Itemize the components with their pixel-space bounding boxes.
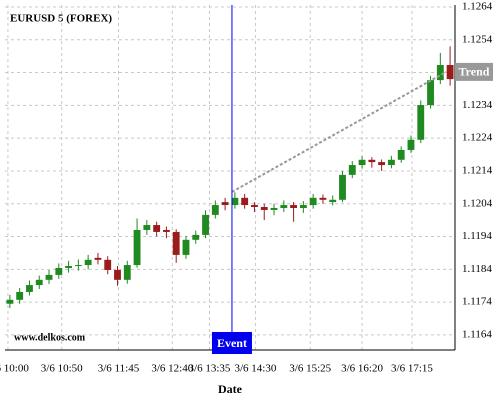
- y-tick-label: 1.1224: [462, 132, 493, 144]
- candle-body: [231, 197, 239, 206]
- candle-body: [348, 165, 356, 175]
- candle-body: [35, 279, 43, 286]
- candle-body: [74, 265, 82, 267]
- candle-body: [387, 159, 395, 166]
- candle-body: [280, 205, 288, 208]
- x-tick-label: 3/6 16:20: [341, 363, 383, 375]
- candle-body: [368, 159, 376, 163]
- candle-body: [251, 205, 258, 208]
- trend-box: [455, 62, 493, 81]
- candle-body: [45, 274, 53, 280]
- candle-body: [290, 205, 298, 208]
- x-tick-label: 3/6 11:45: [98, 363, 140, 375]
- candle-body: [427, 80, 434, 106]
- y-tick-label: 1.1214: [462, 164, 493, 176]
- candle-body: [133, 229, 141, 266]
- x-tick-label: 3/6 12:40: [151, 363, 193, 375]
- x-tick-label: 3/6 10:00: [0, 363, 29, 375]
- y-tick-label: 1.1174: [462, 296, 492, 308]
- candle-body: [192, 234, 200, 240]
- candle-body: [339, 174, 346, 200]
- candle-body: [16, 291, 24, 300]
- candle-body: [104, 259, 112, 270]
- candle-body: [94, 257, 102, 260]
- candle-body: [309, 197, 317, 206]
- candle-body: [6, 299, 14, 304]
- x-tick-label: 3/6 15:25: [289, 363, 331, 375]
- candle-body: [329, 199, 337, 203]
- candle-body: [417, 105, 425, 140]
- candle-body: [55, 268, 63, 275]
- candle-body: [378, 162, 386, 166]
- event-label: Event: [217, 336, 247, 350]
- y-tick-label: 1.1234: [462, 99, 493, 111]
- y-tick-label: 1.1194: [462, 230, 492, 242]
- candle-body: [162, 229, 170, 232]
- y-tick-label: 1.1264: [462, 0, 493, 12]
- candle-body: [65, 266, 73, 269]
- candle-body: [260, 207, 268, 210]
- candle-body: [436, 65, 444, 81]
- candle-body: [397, 149, 405, 160]
- candle-body: [446, 65, 454, 80]
- candle-body: [270, 207, 278, 210]
- trend-line: [231, 71, 447, 193]
- candle-body: [123, 265, 131, 280]
- watermark: www.delkos.com: [14, 332, 86, 343]
- event-box: [211, 332, 252, 354]
- candle-body: [172, 231, 180, 255]
- y-tick-label: 1.1184: [462, 263, 492, 275]
- candle-body: [143, 225, 151, 230]
- candle-body: [221, 202, 229, 206]
- y-tick-label: 1.1204: [462, 197, 493, 209]
- candle-body: [202, 214, 209, 235]
- x-tick-label: 3/6 10:50: [41, 363, 83, 375]
- candle-body: [211, 205, 219, 215]
- candle-body: [182, 239, 190, 255]
- trend-label: Trend: [459, 65, 490, 79]
- x-axis-label: Date: [218, 382, 243, 396]
- candle-body: [114, 269, 121, 280]
- y-tick-label: 1.1254: [462, 33, 493, 45]
- y-tick-label: 1.1164: [462, 328, 492, 340]
- candle-body: [153, 225, 161, 232]
- candle-body: [84, 259, 92, 266]
- candle-body: [26, 285, 33, 292]
- candle-body: [241, 197, 249, 206]
- candle-body: [358, 159, 366, 166]
- candle-body: [299, 205, 307, 208]
- x-tick-label: 3/6 13:35: [189, 363, 231, 375]
- chart-title: EURUSD 5 (FOREX): [10, 13, 112, 25]
- x-tick-label: 3/6 14:30: [234, 363, 276, 375]
- candle-body: [407, 139, 415, 150]
- candle-body: [319, 197, 327, 200]
- x-tick-label: 3/6 17:15: [391, 363, 433, 375]
